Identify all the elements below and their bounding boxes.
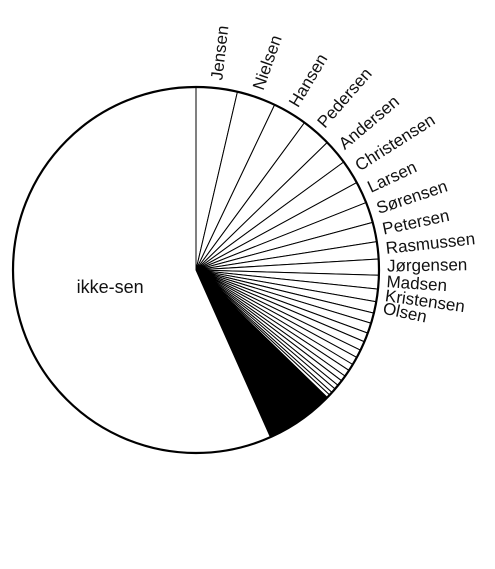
pie-label-madsen: Madsen xyxy=(386,272,448,295)
pie-label-ikke-sen: ikke-sen xyxy=(77,277,144,297)
pie-labels: Jensen Nielsen HansenPedersenAndersenChris… xyxy=(77,25,476,327)
pie-label-hansen: Hansen xyxy=(285,50,331,110)
pie-slices xyxy=(12,86,380,454)
pie-label-jorgensen: Jørgensen xyxy=(387,255,468,275)
pie-outline xyxy=(11,85,381,455)
pie-label-nielsen: Nielsen xyxy=(249,33,286,93)
pie-label-jensen: Jensen xyxy=(207,25,232,82)
